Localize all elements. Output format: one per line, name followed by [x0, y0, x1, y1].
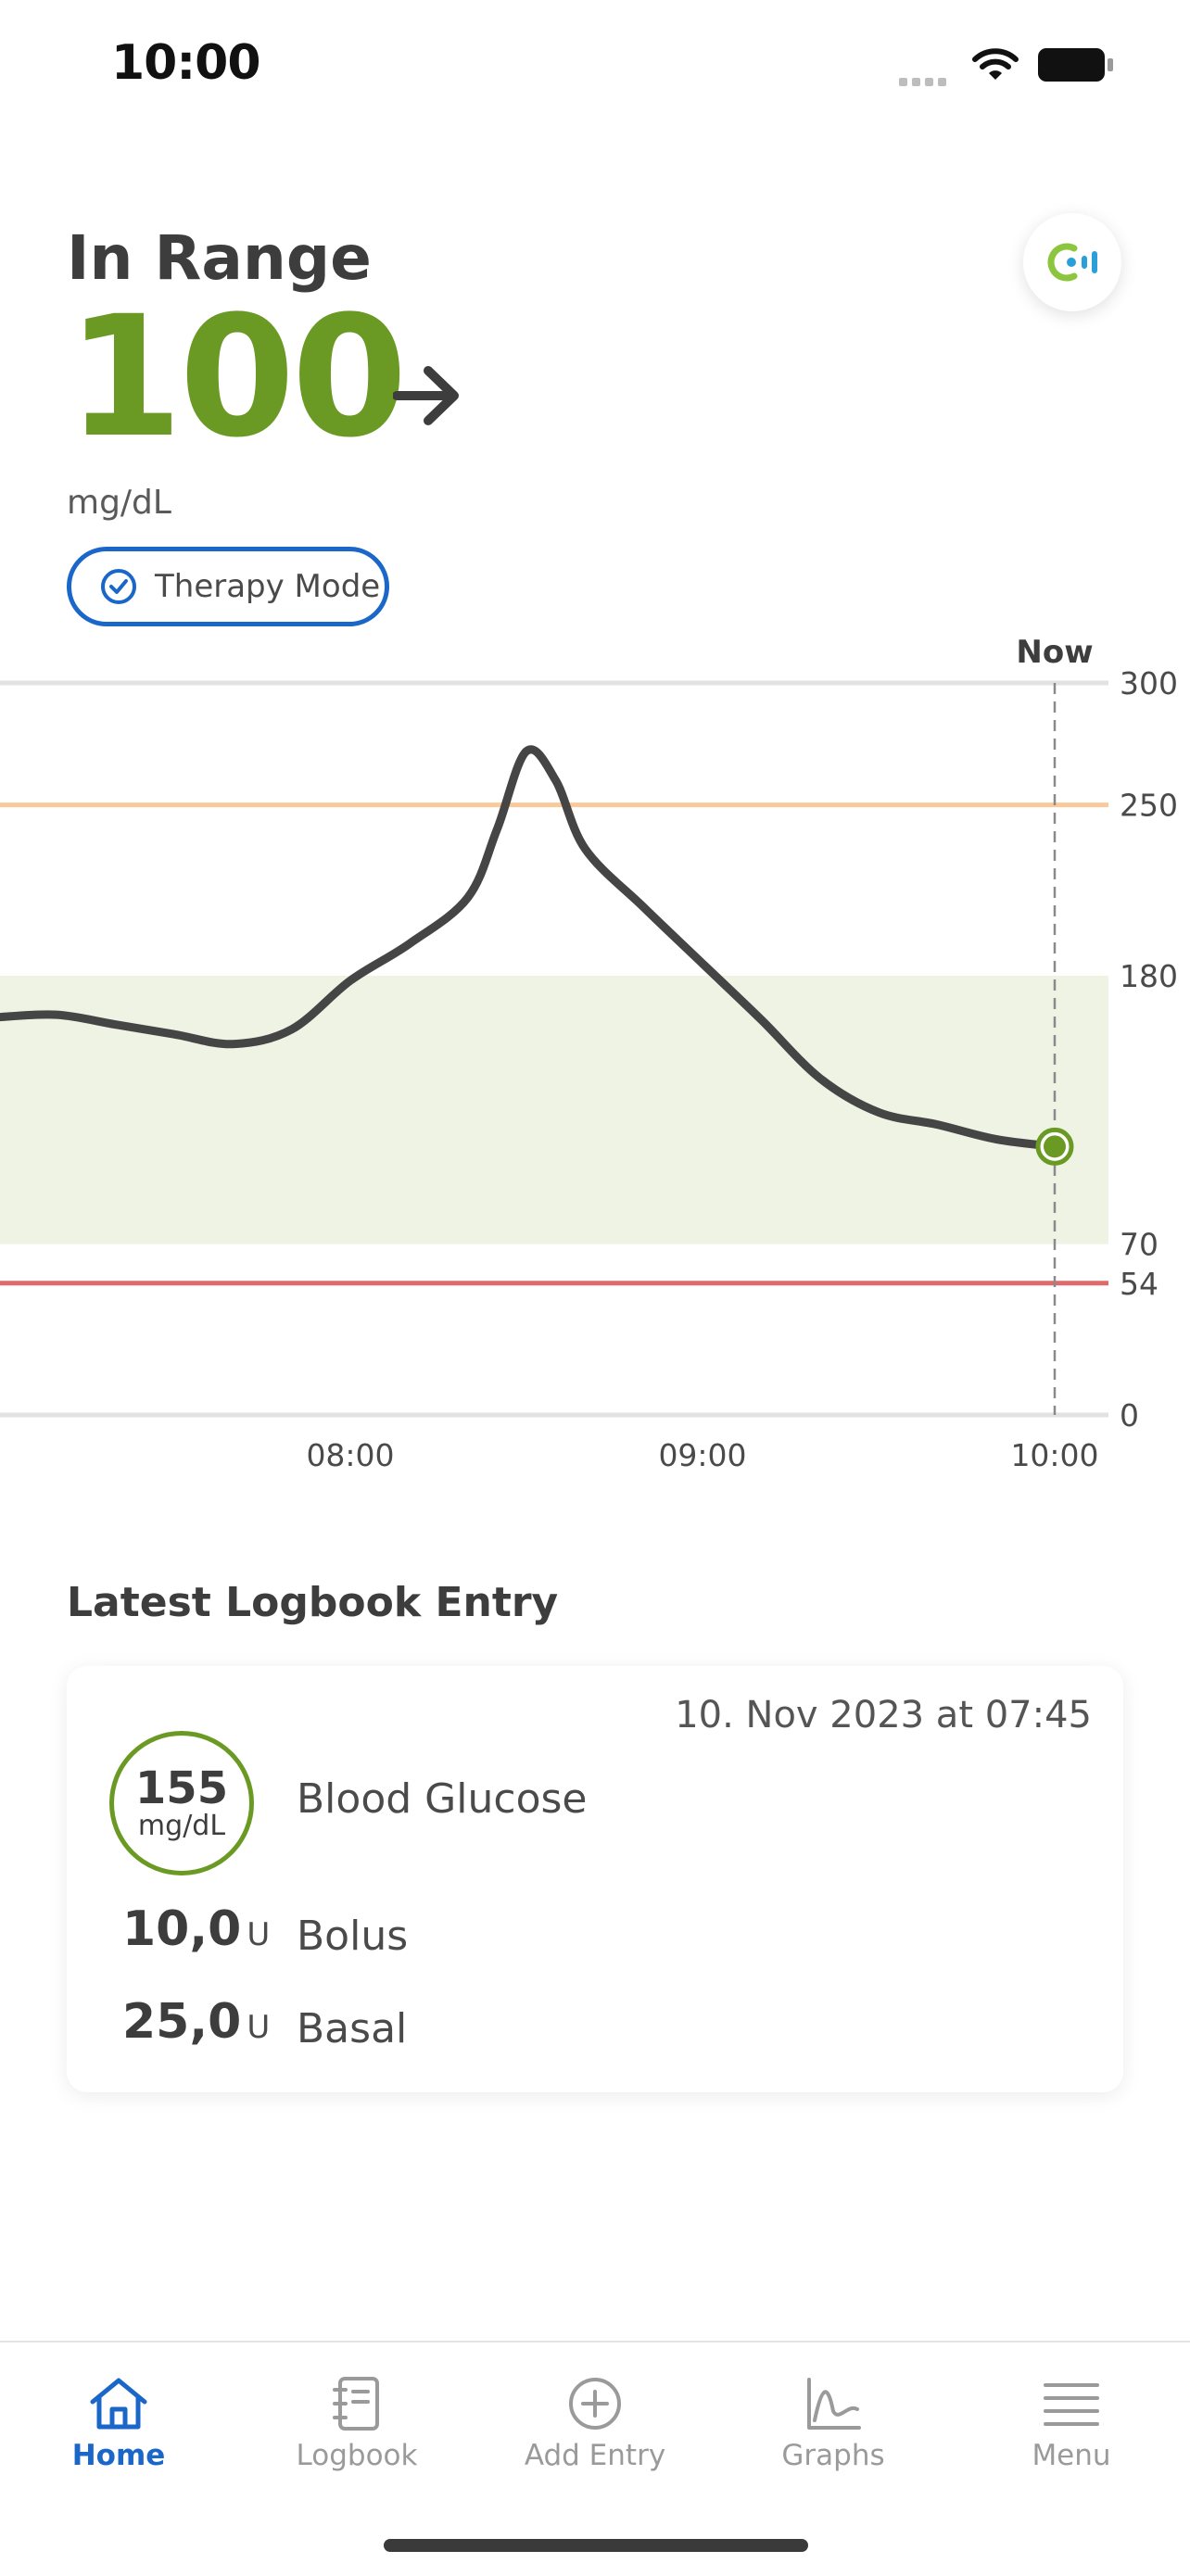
tab-logbook[interactable]: Logbook [238, 2342, 475, 2491]
basal-unit: U [247, 2009, 271, 2046]
tab-add-entry[interactable]: Add Entry [476, 2342, 714, 2491]
logbook-section-title: Latest Logbook Entry [67, 1579, 559, 1626]
status-time: 10:00 [111, 35, 261, 91]
cgm-sensor-icon [1047, 243, 1097, 282]
therapy-mode-label: Therapy Mode [155, 568, 381, 605]
y-tick-label: 70 [1120, 1227, 1158, 1263]
now-label: Now [1016, 634, 1093, 671]
blood-glucose-badge: 155 mg/dL [109, 1731, 254, 1875]
tab-graphs-label: Graphs [781, 2439, 885, 2472]
latest-logbook-card[interactable]: 10. Nov 2023 at 07:45 155 mg/dL Blood Gl… [67, 1666, 1123, 2092]
arrow-right-icon [393, 366, 459, 425]
tab-menu-label: Menu [1032, 2439, 1111, 2472]
tab-graphs[interactable]: Graphs [715, 2342, 952, 2491]
tab-bar: Home Logbook Add Entry Graphs Menu [0, 2341, 1190, 2576]
glucose-unit-label: mg/dL [67, 484, 171, 522]
tab-menu[interactable]: Menu [953, 2342, 1190, 2491]
wifi-icon [972, 48, 1019, 80]
basal-dose: 25,0 U [122, 1994, 270, 2050]
therapy-mode-chip[interactable]: Therapy Mode [67, 547, 389, 626]
menu-icon [1044, 2383, 1099, 2426]
tab-home[interactable]: Home [0, 2342, 237, 2491]
blood-glucose-value: 155 [134, 1762, 229, 1814]
bolus-dose: 10,0 U [122, 1901, 270, 1957]
blood-glucose-label: Blood Glucose [297, 1775, 588, 1823]
blood-glucose-unit: mg/dL [137, 1810, 226, 1842]
home-indicator [384, 2539, 808, 2552]
glucose-series-line [0, 745, 1059, 1151]
current-glucose-point-inner [1044, 1135, 1066, 1158]
cgm-sensor-button[interactable] [1023, 213, 1121, 311]
y-tick-label: 54 [1120, 1266, 1158, 1302]
battery-icon [1038, 48, 1113, 82]
tab-home-label: Home [71, 2439, 166, 2472]
logbook-icon [333, 2377, 379, 2431]
check-circle-icon [101, 569, 136, 604]
target-range-band [0, 976, 1108, 1244]
x-tick-label: 10:00 [1010, 1437, 1098, 1473]
add-entry-icon [569, 2378, 621, 2430]
bolus-unit: U [247, 1916, 271, 1953]
y-tick-label: 250 [1120, 788, 1178, 824]
current-glucose-value: 100 [67, 281, 408, 474]
bolus-value: 10,0 [122, 1901, 242, 1957]
home-icon [90, 2378, 147, 2430]
graphs-icon [807, 2378, 861, 2430]
range-status-label: In Range [67, 222, 372, 294]
entry-date: 10. Nov 2023 at 07:45 [675, 1694, 1092, 1736]
y-tick-label: 180 [1120, 958, 1178, 994]
x-tick-label: 08:00 [306, 1437, 394, 1473]
y-tick-label: 0 [1120, 1397, 1139, 1433]
tab-add-entry-label: Add Entry [524, 2439, 666, 2472]
tab-logbook-label: Logbook [296, 2439, 418, 2472]
basal-label: Basal [297, 2005, 408, 2052]
y-tick-label: 300 [1120, 665, 1178, 701]
x-tick-label: 09:00 [658, 1437, 746, 1473]
basal-value: 25,0 [122, 1994, 242, 2050]
bolus-label: Bolus [297, 1913, 409, 1960]
cellular-signal-icon [899, 72, 951, 90]
